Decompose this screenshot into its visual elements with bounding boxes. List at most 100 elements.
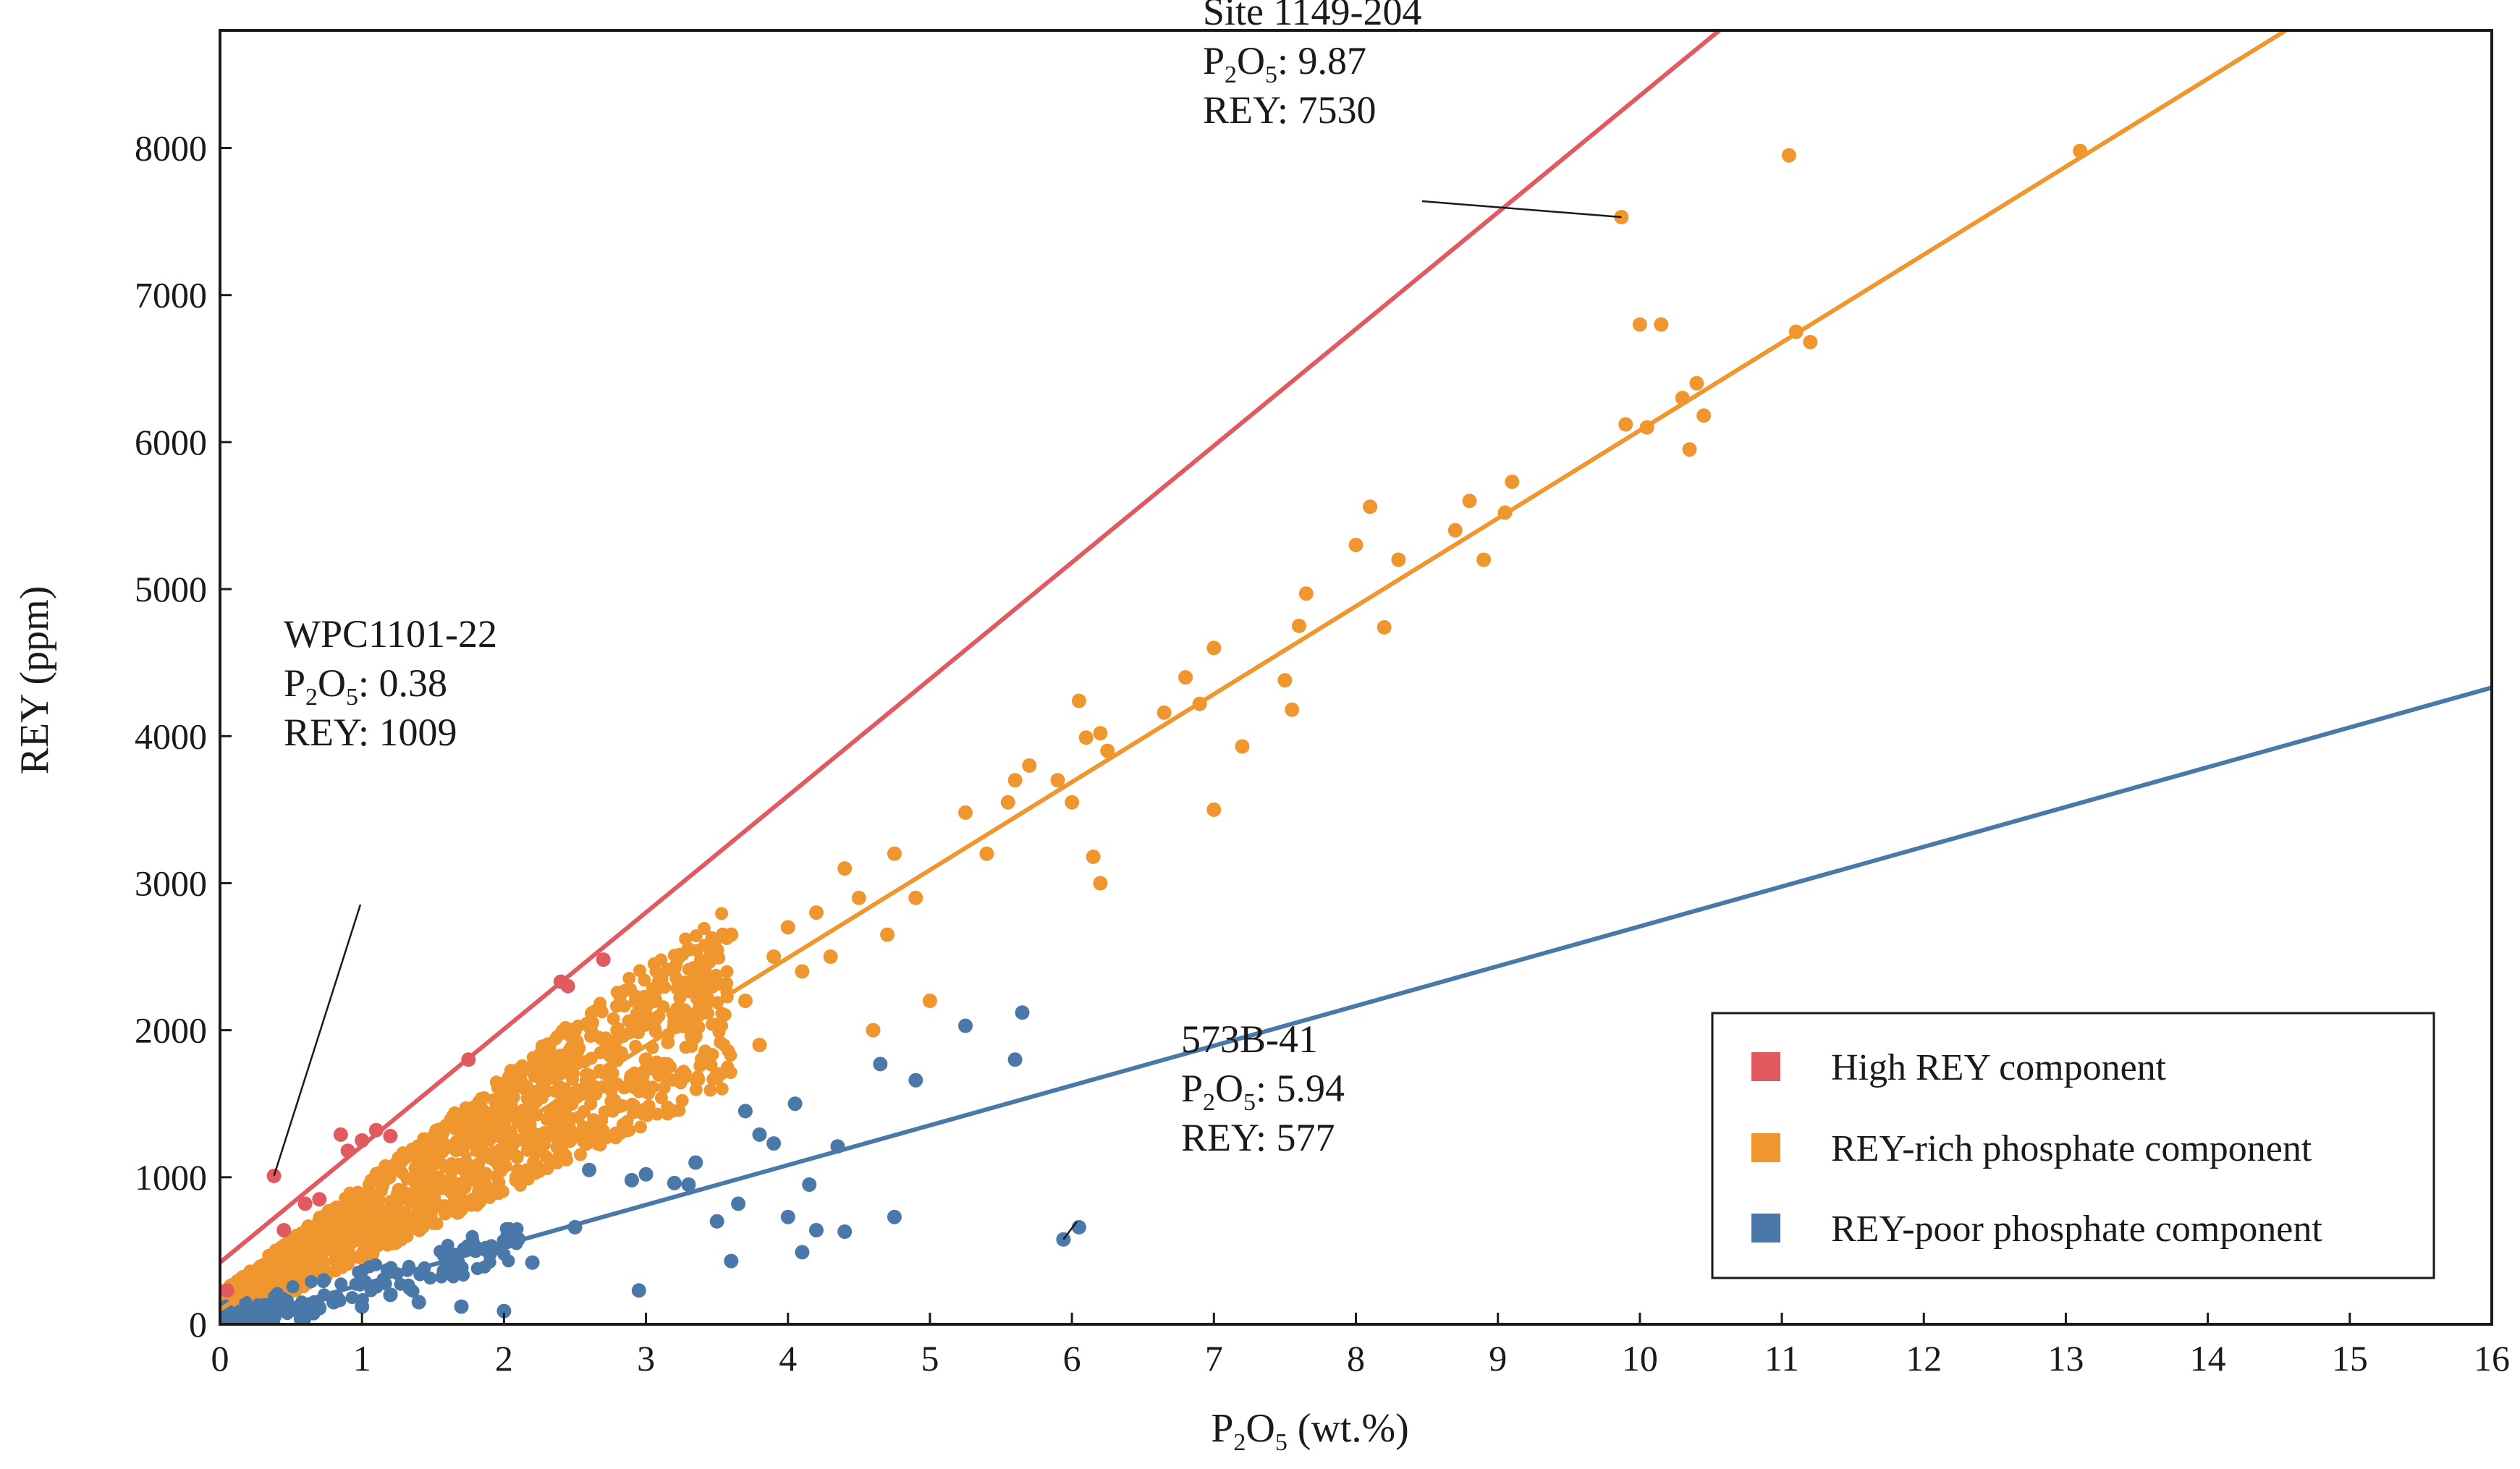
cluster-point (616, 1098, 629, 1112)
cluster-point (502, 1254, 515, 1268)
data-point-series-1 (1377, 619, 1392, 635)
cluster-point (695, 1052, 708, 1066)
cluster-point (714, 977, 727, 991)
data-point-series-2 (737, 1104, 753, 1119)
data-point-series-2 (525, 1255, 540, 1270)
x-tick-label: 9 (1489, 1338, 1507, 1379)
cluster-point (682, 962, 695, 976)
data-point-series-2 (312, 1300, 327, 1316)
y-tick-label: 5000 (135, 569, 207, 609)
cluster-point (339, 1191, 352, 1205)
cluster-point (376, 1236, 389, 1250)
cluster-point (636, 1070, 650, 1084)
cluster-point (369, 1258, 383, 1271)
data-point-series-1 (1462, 494, 1477, 509)
cluster-point (478, 1260, 491, 1274)
cluster-point (656, 1000, 670, 1014)
data-point-series-1 (1100, 743, 1115, 758)
data-point-series-0 (333, 1127, 348, 1142)
data-point-series-1 (426, 1133, 441, 1148)
cluster-point (711, 943, 724, 957)
cluster-point (496, 1185, 510, 1198)
cluster-point (649, 1012, 663, 1026)
y-axis-label: REY (ppm) (12, 586, 57, 775)
data-point-series-1 (1689, 376, 1704, 391)
cluster-point (472, 1185, 486, 1199)
legend-swatch-rey-rich (1751, 1133, 1780, 1162)
cluster-point (490, 1169, 504, 1183)
data-point-series-2 (830, 1139, 845, 1154)
data-point-series-1 (695, 978, 710, 994)
cluster-point (423, 1271, 437, 1285)
cluster-point (268, 1290, 282, 1304)
cluster-point (445, 1112, 459, 1126)
data-point-series-2 (709, 1214, 724, 1229)
cluster-point (541, 1062, 554, 1076)
data-point-series-2 (1007, 1052, 1023, 1067)
cluster-point (385, 1223, 399, 1237)
data-point-series-2 (582, 1162, 597, 1177)
data-point-series-1 (1000, 795, 1015, 810)
cluster-point (650, 1107, 664, 1121)
data-point-series-0 (461, 1052, 476, 1067)
data-point-series-2 (766, 1136, 782, 1151)
cluster-point (520, 1143, 534, 1157)
cluster-point (629, 991, 643, 1004)
data-point-series-1 (1050, 773, 1065, 788)
data-point-series-1 (1682, 442, 1697, 457)
data-point-series-1 (1157, 705, 1172, 720)
data-point-series-1 (1391, 552, 1406, 567)
cluster-point (451, 1123, 465, 1136)
data-point-series-1 (610, 1023, 625, 1038)
cluster-point (509, 1148, 522, 1162)
cluster-point (602, 1130, 616, 1143)
cluster-point (654, 1091, 668, 1105)
regression-line-1 (220, 30, 2288, 1312)
cluster-point (488, 1112, 502, 1126)
x-tick-label: 15 (2332, 1338, 2368, 1379)
cluster-point (574, 1148, 587, 1161)
cluster-point (277, 1241, 291, 1255)
data-point-series-2 (887, 1209, 902, 1224)
cluster-point (380, 1263, 394, 1277)
data-point-series-2 (255, 1305, 270, 1320)
y-axis-ticks: 0 1000 2000 3000 4000 5000 6000 7000 8000 (135, 128, 232, 1345)
cluster-point (400, 1222, 414, 1236)
data-point-series-2 (837, 1224, 853, 1239)
cluster-point (622, 1014, 635, 1028)
data-point-series-2 (496, 1303, 512, 1318)
data-point-series-1 (567, 1045, 583, 1060)
cluster-point (478, 1175, 491, 1188)
data-point-series-1 (866, 1023, 881, 1038)
x-tick-label: 11 (1764, 1338, 1799, 1379)
annotation-line: REY: 1009 (284, 711, 457, 754)
data-point-series-1 (1192, 696, 1207, 711)
cluster-point (294, 1268, 308, 1282)
data-point-series-0 (368, 1122, 384, 1138)
y-tick-label: 6000 (135, 422, 207, 462)
cluster-point (557, 1026, 570, 1040)
cluster-point (581, 1124, 595, 1138)
cluster-point (502, 1070, 515, 1084)
cluster-point (342, 1247, 356, 1261)
data-point-series-1 (887, 846, 902, 861)
cluster-point (584, 1030, 598, 1043)
data-point-series-2 (780, 1209, 795, 1224)
data-point-series-1 (638, 1052, 654, 1067)
cluster-point (646, 982, 659, 996)
data-point-series-1 (1285, 702, 1300, 717)
cluster-point (436, 1245, 449, 1258)
cluster-point (466, 1173, 480, 1187)
data-point-series-1 (1639, 420, 1654, 435)
data-point-series-0 (355, 1133, 370, 1148)
cluster-point (552, 1143, 565, 1156)
cluster-point (368, 1227, 381, 1240)
data-point-series-1 (1505, 474, 1520, 489)
cluster-point (343, 1235, 356, 1249)
cluster-point (689, 929, 703, 943)
cluster-point (625, 1097, 639, 1111)
cluster-point (622, 972, 636, 985)
annotation-line: REY: 577 (1181, 1116, 1335, 1159)
x-tick-label: 12 (1906, 1338, 1942, 1379)
cluster-point (606, 1012, 620, 1025)
